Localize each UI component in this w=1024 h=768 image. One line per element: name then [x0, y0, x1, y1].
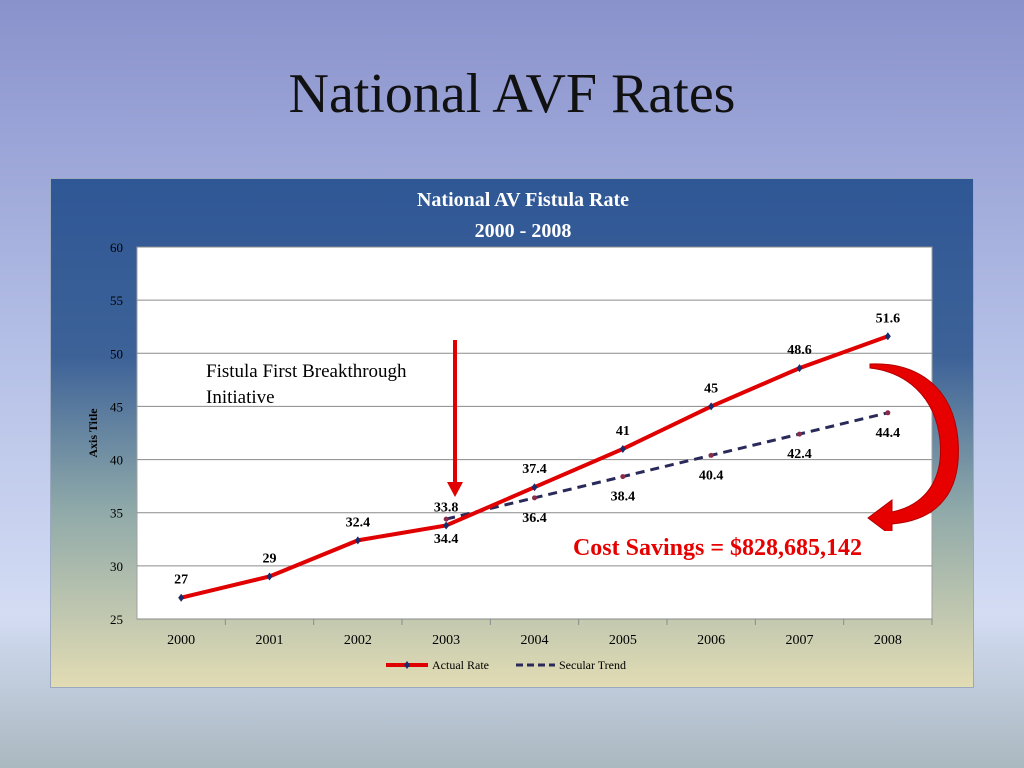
secular-trend-point — [620, 474, 626, 480]
legend-trend-label: Secular Trend — [559, 658, 626, 672]
legend-actual-label: Actual Rate — [432, 658, 489, 672]
x-tick-label: 2005 — [609, 633, 637, 648]
y-tick-label: 35 — [110, 506, 123, 521]
x-tick-label: 2007 — [786, 633, 814, 648]
legend-actual-marker — [404, 661, 410, 669]
actual-rate-point — [266, 572, 273, 581]
actual-rate-point — [531, 483, 538, 492]
y-tick-label: 45 — [110, 399, 123, 414]
y-tick-label: 30 — [110, 559, 123, 574]
x-tick-label: 2003 — [432, 633, 460, 648]
actual-rate-point — [354, 536, 361, 545]
cost-savings-label: Cost Savings = $828,685,142 — [530, 531, 905, 565]
gridlines — [137, 246, 932, 620]
secular-trend-label: 40.4 — [699, 468, 724, 483]
x-tick-label: 2002 — [344, 633, 372, 648]
actual-rate-label: 33.8 — [434, 500, 459, 515]
secular-trend-label: 38.4 — [611, 490, 636, 505]
x-tick-label: 2008 — [874, 633, 902, 648]
actual-rate-point — [178, 593, 185, 602]
actual-rate-label: 37.4 — [522, 462, 547, 477]
chart-subtitle: 2000 - 2008 — [475, 220, 572, 242]
slide-title: National AVF Rates — [288, 63, 736, 125]
initiative-arrow-head — [447, 482, 463, 497]
secular-trend-label: 36.4 — [522, 511, 547, 526]
y-tick-label: 50 — [110, 346, 123, 361]
actual-rate-label: 51.6 — [876, 311, 901, 326]
series-layer: 27 29 32.4 33.8 37.4 41 45 48.6 51.6 34.4 36.4 38.4… — [174, 311, 901, 602]
secular-trend-label: 44.4 — [876, 426, 901, 441]
x-tick-label: 2006 — [697, 633, 725, 648]
actual-rate-label: 32.4 — [346, 515, 371, 530]
actual-rate-point — [708, 402, 715, 411]
actual-rate-label: 41 — [616, 424, 630, 439]
secular-trend-point — [885, 410, 891, 416]
actual-rate-label: 48.6 — [787, 343, 812, 358]
secular-trend-point — [443, 516, 449, 522]
chart-title: National AV Fistula Rate — [417, 189, 629, 211]
y-axis-title: Axis Title — [86, 408, 100, 458]
secular-trend-label: 34.4 — [434, 532, 459, 547]
initiative-annotation: Fistula First Breakthrough Initiative — [206, 361, 407, 408]
actual-rate-point — [443, 521, 450, 530]
y-tick-label: 60 — [110, 240, 123, 255]
actual-rate-label: 29 — [263, 551, 277, 566]
x-tick-label: 2004 — [521, 633, 549, 648]
x-axis: 2000 2001 2002 2003 2004 2005 2006 2007 2008 — [167, 619, 933, 648]
secular-trend-label: 42.4 — [787, 447, 812, 462]
actual-rate-point — [884, 332, 891, 341]
annotation-arrows — [447, 340, 959, 537]
actual-rate-label: 45 — [704, 381, 718, 396]
actual-rate-point — [796, 364, 803, 373]
secular-trend-point — [532, 495, 537, 501]
y-tick-label: 40 — [110, 453, 123, 468]
x-tick-label: 2000 — [167, 633, 195, 648]
secular-trend-point — [797, 431, 802, 437]
actual-rate-label: 27 — [174, 573, 188, 588]
actual-rate-point — [619, 444, 626, 453]
y-tick-label: 25 — [110, 612, 123, 627]
savings-curved-arrow — [867, 363, 959, 537]
x-tick-label: 2001 — [256, 633, 284, 648]
y-axis: 25 30 35 40 45 50 55 60 — [110, 240, 123, 627]
y-tick-label: 55 — [110, 293, 123, 308]
secular-trend-point — [708, 452, 714, 458]
legend: Actual Rate Secular Trend — [386, 658, 626, 672]
secular-trend-line — [445, 411, 889, 521]
